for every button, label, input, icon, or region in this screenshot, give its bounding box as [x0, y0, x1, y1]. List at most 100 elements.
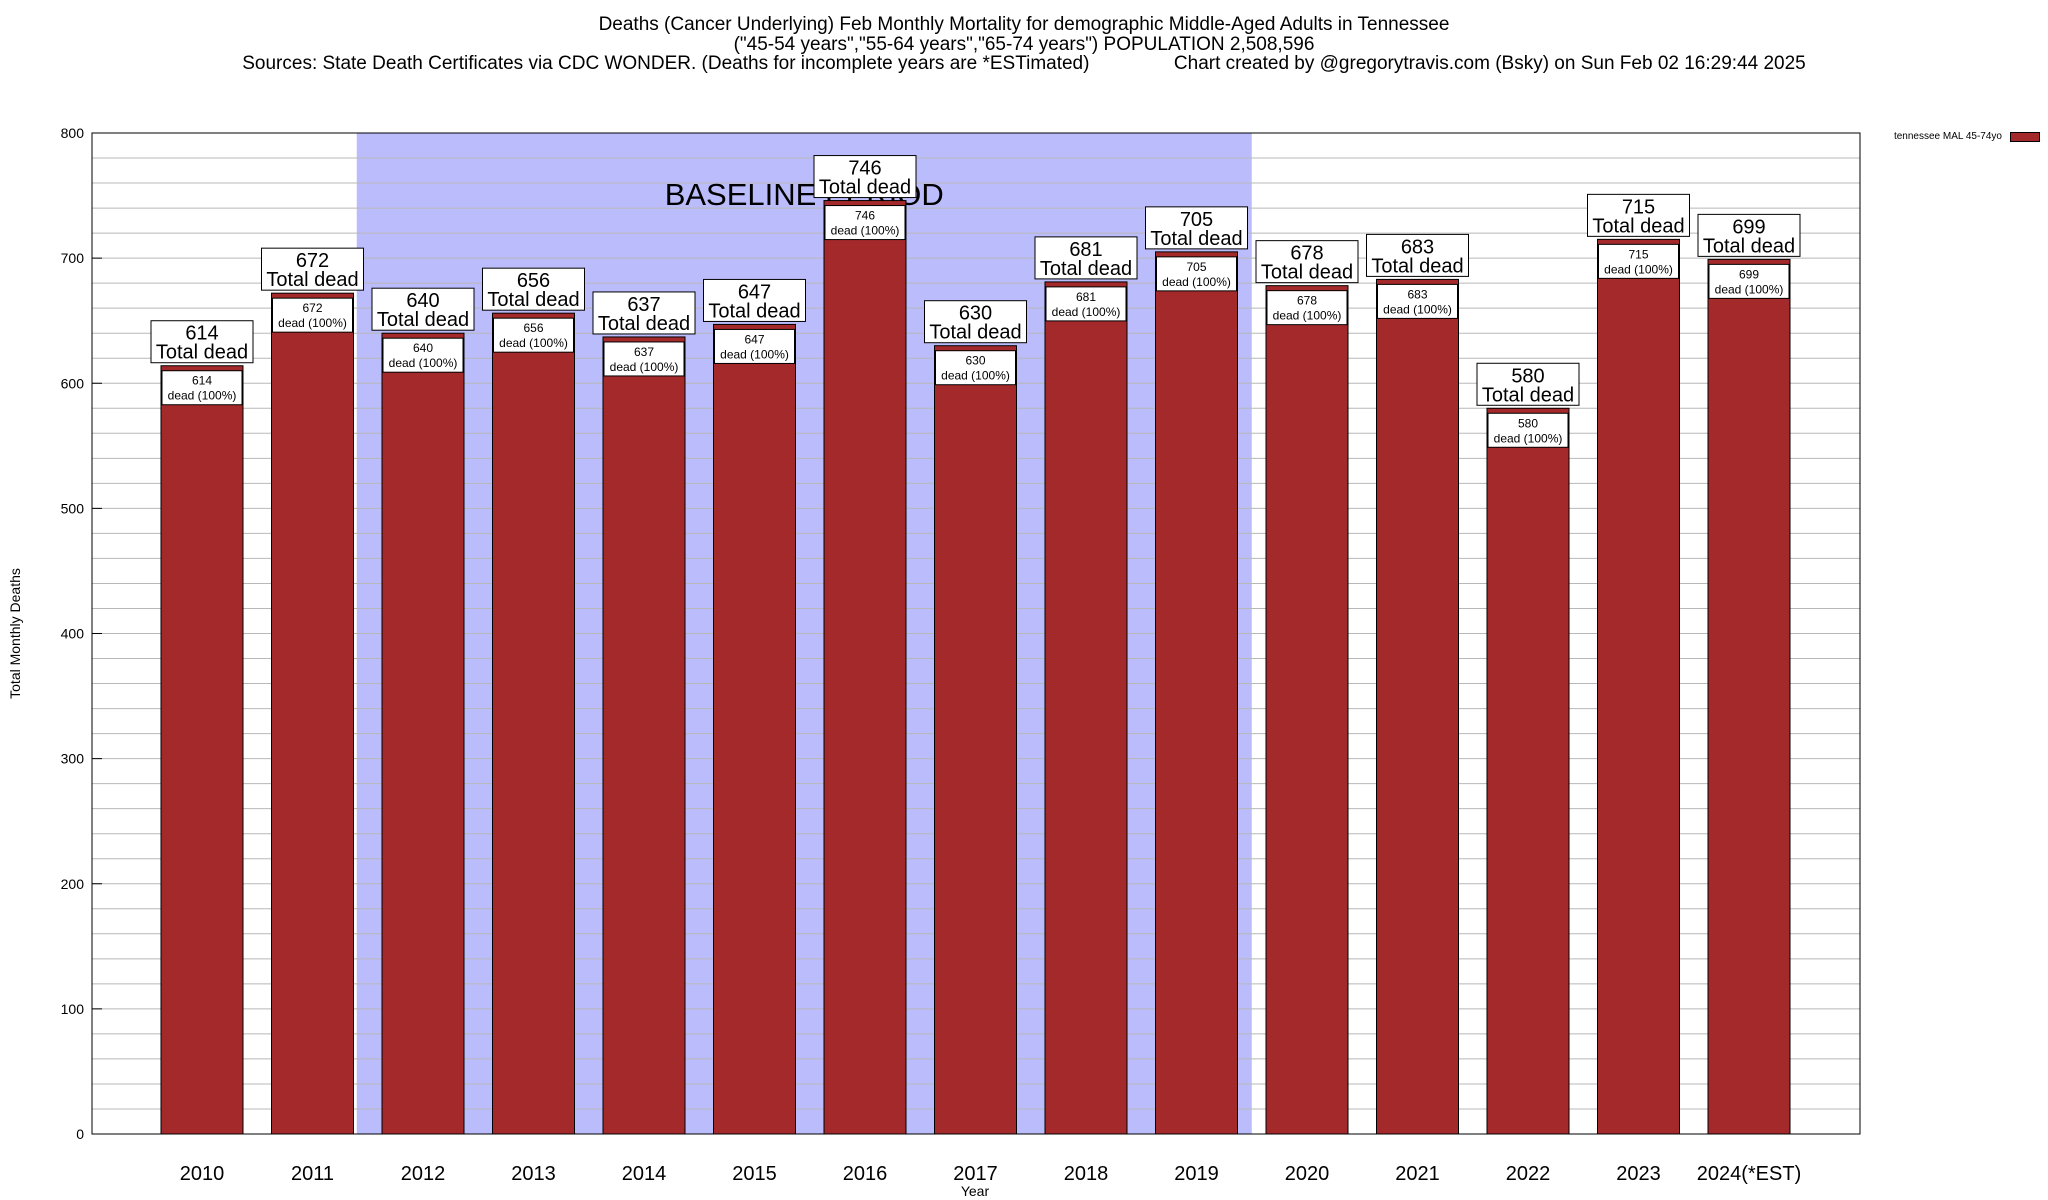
bar-inner-label-box: [382, 337, 464, 373]
x-tick-label: 2023: [1616, 1163, 1661, 1185]
bar-inner-label-box: [1266, 290, 1348, 326]
plot-frame: [91, 132, 1861, 1135]
bar-total-label-box: [1697, 213, 1801, 257]
bar-inner-value: 705: [1186, 260, 1206, 274]
bar-inner-value: 715: [1628, 247, 1648, 261]
bar-total-value: 672: [296, 250, 329, 272]
bar-total-value: 715: [1622, 196, 1655, 218]
bar-total-label-box: [1255, 240, 1359, 284]
bar-inner-percent: dead (100%): [1604, 262, 1673, 276]
bar-total-label: Total dead: [1040, 258, 1132, 280]
bar-inner-label-box: [272, 297, 353, 333]
bar: [1044, 281, 1128, 1135]
bar-inner-value: 614: [192, 374, 212, 388]
bar-inner-label-box: [714, 328, 795, 364]
bar-inner-percent: dead (100%): [1273, 309, 1342, 323]
y-tick-label: 100: [61, 1001, 85, 1017]
bar-total-value: 683: [1401, 236, 1434, 258]
legend-swatch: [2010, 131, 2040, 142]
y-tick-label: 0: [76, 1126, 84, 1142]
y-tick-label: 600: [61, 375, 85, 391]
bar-inner-label-box: [603, 341, 685, 377]
bar: [934, 345, 1017, 1135]
y-tick-label: 700: [61, 250, 85, 266]
bar-total-label: Total dead: [1261, 262, 1353, 284]
chart-title: Deaths (Cancer Underlying) Feb Monthly M…: [598, 14, 1450, 35]
bar-total-label: Total dead: [377, 309, 469, 331]
bar-total-label: Total dead: [487, 289, 579, 311]
bar-inner-percent: dead (100%): [1383, 302, 1452, 316]
bar-total-value: 614: [185, 323, 218, 345]
y-tick-label: 200: [61, 876, 85, 892]
bar-total-value: 705: [1180, 209, 1213, 231]
x-axis-label: Year: [961, 1183, 990, 1199]
bar-total-label: Total dead: [598, 313, 690, 335]
bar: [271, 292, 354, 1135]
y-axis-label: Total Monthly Deaths: [7, 568, 23, 699]
bar-total-label-box: [1587, 193, 1690, 237]
bar: [823, 200, 907, 1135]
bar-total-value: 746: [848, 158, 881, 180]
bar-inner-label-box: [1487, 412, 1569, 448]
bar-total-label-box: [1034, 236, 1138, 280]
chart-sources: Sources: State Death Certificates via CD…: [242, 53, 1806, 74]
bar-inner-percent: dead (100%): [168, 389, 237, 403]
bar-total-label-box: [1366, 233, 1469, 277]
bar-total-label-box: [371, 287, 475, 331]
bar: [160, 365, 244, 1135]
bar: [1265, 285, 1349, 1135]
bar-total-label-box: [813, 155, 917, 199]
bar-inner-percent: dead (100%): [499, 336, 568, 350]
chart-subtitle: ("45-54 years","55-64 years","65-74 year…: [733, 34, 1315, 55]
bar-total-label-box: [592, 291, 696, 335]
bar-inner-value: 683: [1407, 287, 1427, 301]
bar-total-label: Total dead: [1703, 235, 1795, 257]
bar-inner-value: 672: [302, 301, 322, 315]
bar-inner-percent: dead (100%): [389, 356, 458, 370]
bar-inner-value: 678: [1297, 294, 1317, 308]
bar: [602, 336, 686, 1135]
y-tick-label: 400: [61, 626, 85, 642]
bar-total-value: 681: [1069, 239, 1102, 261]
bar-total-label-box: [703, 278, 806, 322]
x-tick-label: 2015: [732, 1163, 777, 1185]
x-tick-label: 2021: [1395, 1163, 1440, 1185]
bar-total-value: 699: [1732, 216, 1765, 238]
x-tick-label: 2010: [180, 1163, 225, 1185]
bar-inner-percent: dead (100%): [1715, 282, 1784, 296]
x-tick-label: 2018: [1064, 1163, 1109, 1185]
bar: [1707, 258, 1791, 1135]
bar-total-value: 637: [627, 294, 660, 316]
x-tick-label: 2016: [843, 1163, 888, 1185]
bar: [713, 323, 796, 1135]
bar-total-label: Total dead: [1150, 228, 1242, 250]
y-tick-label: 800: [61, 125, 85, 141]
bar-inner-label-box: [824, 205, 906, 241]
bar-inner-value: 630: [965, 354, 985, 368]
bar-inner-percent: dead (100%): [831, 224, 900, 238]
bar-inner-percent: dead (100%): [278, 316, 347, 330]
y-tick-label: 500: [61, 500, 85, 516]
bar-inner-value: 699: [1739, 267, 1759, 281]
bar-total-label: Total dead: [819, 177, 911, 199]
x-tick-label: 2011: [291, 1163, 334, 1185]
bar-total-label-box: [924, 300, 1027, 344]
bar: [1376, 278, 1459, 1135]
bar-inner-percent: dead (100%): [1162, 275, 1231, 289]
bar-total-label-box: [482, 267, 585, 311]
bar: [381, 332, 465, 1135]
legend-label: tennessee MAL 45-74yo: [1893, 131, 2002, 142]
x-tick-label: 2022: [1506, 1163, 1551, 1185]
